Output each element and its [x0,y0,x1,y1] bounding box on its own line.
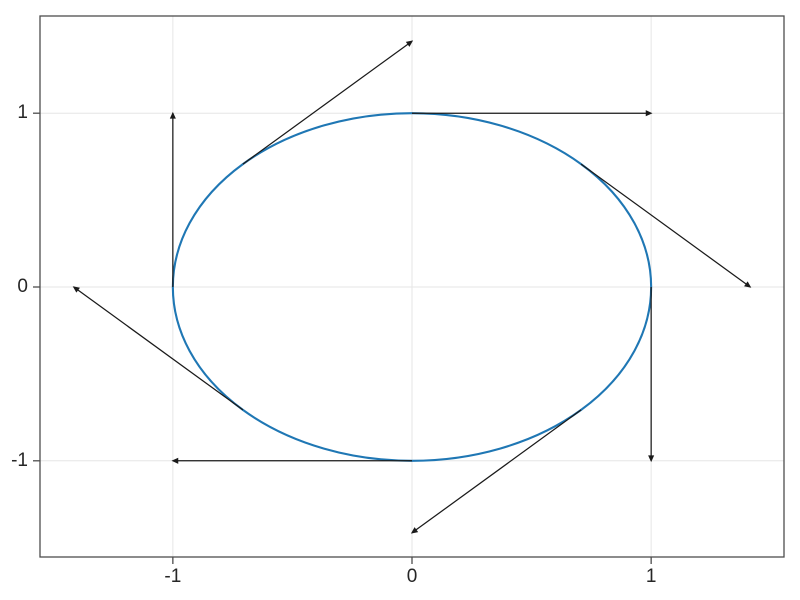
svg-text:0: 0 [17,276,28,297]
svg-text:1: 1 [646,566,657,587]
svg-text:0: 0 [407,566,418,587]
svg-text:1: 1 [17,102,28,123]
svg-text:-1: -1 [11,450,28,471]
svg-text:-1: -1 [164,566,181,587]
